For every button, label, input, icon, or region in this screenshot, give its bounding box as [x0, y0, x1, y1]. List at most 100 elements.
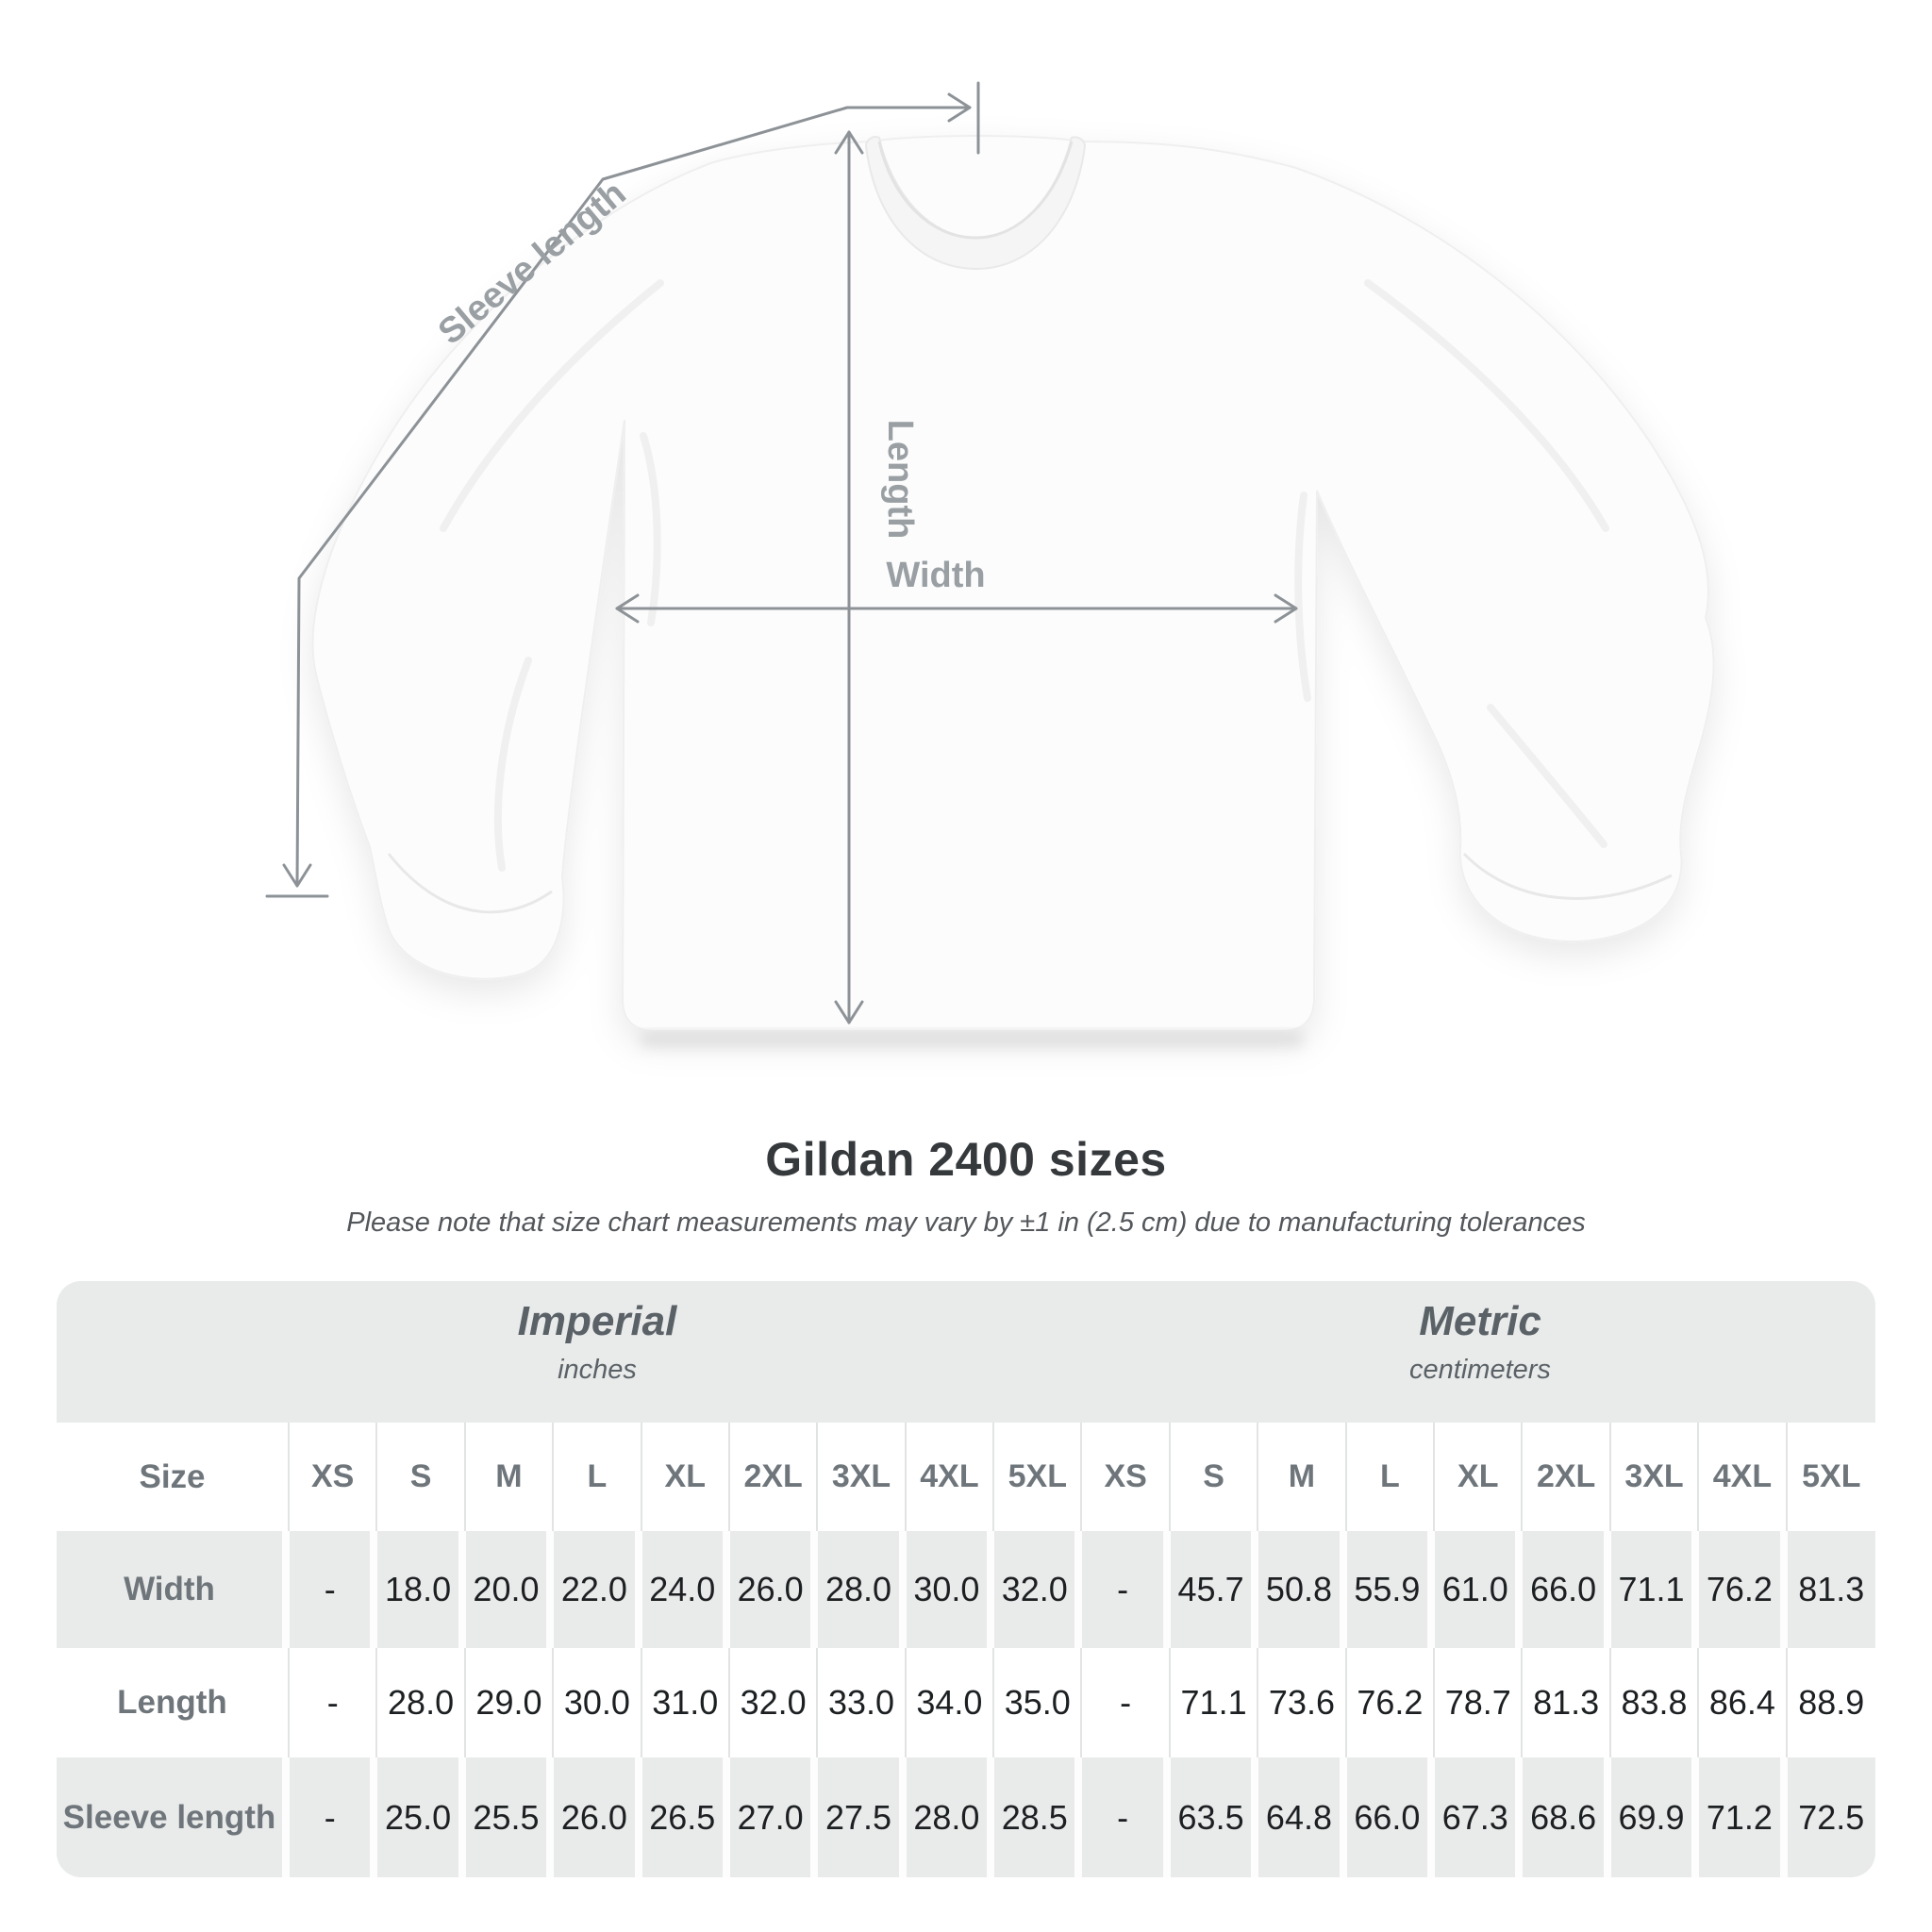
col-header-metric-3xl: 3XL: [1611, 1423, 1700, 1531]
cell-value: 64.8: [1258, 1757, 1347, 1877]
shirt-illustration: [311, 135, 1715, 1045]
unit-section-headers: Imperial inches Metric centimeters: [57, 1281, 1875, 1423]
hem-shadow: [641, 1033, 1302, 1045]
cell-value: 81.3: [1798, 1570, 1865, 1608]
length-label: Length: [880, 420, 920, 540]
col-header-metric-2xl: 2XL: [1523, 1423, 1611, 1531]
cell-value: 26.0: [554, 1757, 642, 1877]
cell-value: 50.8: [1258, 1531, 1347, 1648]
col-header-metric-s: S: [1171, 1423, 1259, 1531]
cell-value: 55.9: [1347, 1531, 1436, 1648]
cell-value: 31.0: [642, 1648, 730, 1757]
cell-value: 73.6: [1258, 1648, 1347, 1757]
cell-value: 61.0: [1435, 1531, 1524, 1648]
imperial-title: Imperial: [517, 1298, 677, 1344]
col-header-metric-4xl: 4XL: [1699, 1423, 1788, 1531]
page-subtitle: Please note that size chart measurements…: [346, 1208, 1586, 1238]
metric-title: Metric: [1419, 1298, 1541, 1344]
cell-value: -: [1082, 1648, 1171, 1757]
col-header-imperial-xl: XL: [642, 1423, 730, 1531]
width-arrow: [615, 593, 1298, 624]
cell-value: 27.0: [730, 1757, 819, 1877]
fabric-folds: [440, 279, 1609, 872]
col-header-imperial-3xl: 3XL: [818, 1423, 907, 1531]
cell-value: 32.0: [730, 1648, 819, 1757]
cell-value: 76.2: [1347, 1648, 1436, 1757]
cell-value: 30.0: [554, 1648, 642, 1757]
size-chart-card: Imperial inches Metric centimeters Size …: [57, 1281, 1875, 1877]
col-header-metric-xl: XL: [1435, 1423, 1524, 1531]
cell-value: 18.0: [377, 1531, 466, 1648]
cell-value: 25.5: [466, 1757, 555, 1877]
table-header-row: Size XS S M L XL 2XL 3XL 4XL 5XL XS S M …: [57, 1423, 1875, 1531]
cell-value: 30.0: [907, 1531, 995, 1648]
cell-value: 28.0: [907, 1757, 995, 1877]
cell-value: -: [1082, 1757, 1171, 1877]
table-row-width: Width - 18.0 20.0 22.0 24.0 26.0 28.0 30…: [57, 1531, 1875, 1648]
cell-value: 33.0: [818, 1648, 907, 1757]
cell-value: 81.3: [1523, 1648, 1611, 1757]
cell-value: 88.9: [1798, 1683, 1865, 1722]
cell-value: 68.6: [1523, 1757, 1611, 1877]
cell-value: 78.7: [1435, 1648, 1524, 1757]
cell-value: 25.0: [377, 1757, 466, 1877]
col-header-imperial-2xl: 2XL: [730, 1423, 819, 1531]
cell-value: 28.0: [377, 1648, 466, 1757]
cell-value: 28.5: [994, 1757, 1083, 1877]
cell-value: 72.5: [1798, 1797, 1865, 1837]
cell-value: 76.2: [1699, 1531, 1788, 1648]
page-title: Gildan 2400 sizes: [765, 1133, 1167, 1186]
col-header-imperial-l: L: [554, 1423, 642, 1531]
cell-value: -: [290, 1648, 378, 1757]
length-arrow: [834, 130, 864, 1024]
cell-value: 29.0: [466, 1648, 555, 1757]
collar: [864, 136, 1087, 271]
cell-value: 27.5: [818, 1757, 907, 1877]
cell-value: 20.0: [466, 1531, 555, 1648]
cell-value: 69.9: [1611, 1757, 1700, 1877]
cell-value: -: [290, 1531, 378, 1648]
col-header-imperial-s: S: [377, 1423, 466, 1531]
cuff-seams: [387, 852, 1673, 914]
cell-value: 22.0: [554, 1531, 642, 1648]
col-header-imperial-m: M: [466, 1423, 555, 1531]
cell-value: 26.0: [730, 1531, 819, 1648]
cell-value: 24.0: [642, 1531, 730, 1648]
col-header-metric-xs: XS: [1082, 1423, 1171, 1531]
cell-value: 34.0: [907, 1648, 995, 1757]
col-header-imperial-xs: XS: [290, 1423, 378, 1531]
cell-value: 71.1: [1171, 1648, 1259, 1757]
table-row-sleeve-length: Sleeve length - 25.0 25.5 26.0 26.5 27.0…: [57, 1757, 1875, 1877]
cell-value: 71.2: [1699, 1757, 1788, 1877]
cell-value: -: [290, 1757, 378, 1877]
col-header-metric-m: M: [1258, 1423, 1347, 1531]
col-header-metric-l: L: [1347, 1423, 1436, 1531]
imperial-section-header: Imperial inches: [57, 1281, 1138, 1423]
col-header-imperial-4xl: 4XL: [907, 1423, 995, 1531]
cell-value: 71.1: [1611, 1531, 1700, 1648]
sleeve-length-arrow: [265, 81, 980, 898]
cell-value: 45.7: [1171, 1531, 1259, 1648]
size-column-header: Size: [57, 1423, 290, 1531]
cell-value: 26.5: [642, 1757, 730, 1877]
row-label: Sleeve length: [57, 1757, 290, 1877]
imperial-unit: inches: [558, 1355, 637, 1385]
metric-unit: centimeters: [1409, 1355, 1551, 1385]
row-label: Width: [57, 1531, 290, 1648]
title-block: Gildan 2400 sizes Please note that size …: [0, 1132, 1932, 1239]
cell-value: 28.0: [818, 1531, 907, 1648]
row-label: Length: [57, 1648, 290, 1757]
col-header-imperial-5xl: 5XL: [994, 1423, 1083, 1531]
cell-value: -: [1082, 1531, 1171, 1648]
shirt-measurement-diagram: Sleeve length Length Width: [265, 81, 1715, 1045]
cell-value: 66.0: [1523, 1531, 1611, 1648]
col-header-metric-5xl: 5XL: [1802, 1458, 1861, 1494]
cell-value: 86.4: [1699, 1648, 1788, 1757]
cell-value: 83.8: [1611, 1648, 1700, 1757]
cell-value: 63.5: [1171, 1757, 1259, 1877]
table-row-length: Length - 28.0 29.0 30.0 31.0 32.0 33.0 3…: [57, 1648, 1875, 1757]
cell-value: 66.0: [1347, 1757, 1436, 1877]
cell-value: 67.3: [1435, 1757, 1524, 1877]
width-label: Width: [886, 556, 985, 595]
